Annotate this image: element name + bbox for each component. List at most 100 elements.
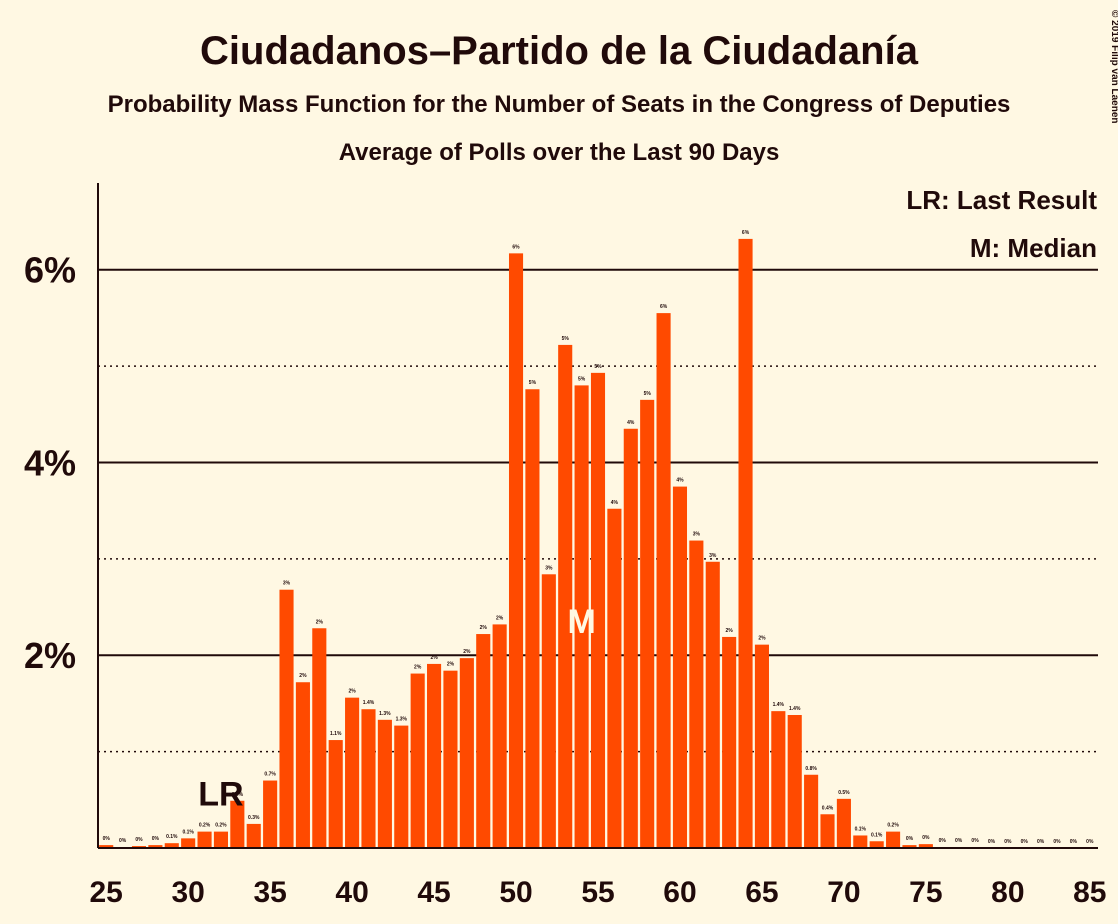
bar [918,844,933,848]
x-tick-label: 40 [335,876,368,909]
value-label: 0.1% [166,834,178,840]
bar [246,823,261,848]
bar [263,780,278,848]
value-label: 0% [955,838,963,844]
value-label: 0.2% [215,823,227,829]
value-label: 0.8% [805,766,817,772]
bar [279,589,294,848]
value-label: 1.4% [363,700,375,706]
bar [590,372,606,848]
value-label: 0.2% [199,823,211,829]
value-label: 2% [348,689,356,695]
bar [574,385,589,848]
value-label: 1.1% [330,731,342,737]
value-label: 4% [676,478,684,484]
value-label: 3% [545,565,553,571]
bar [443,670,458,848]
value-label: 0% [135,837,143,843]
x-tick-label: 80 [991,876,1024,909]
bar [607,508,622,848]
bar [656,313,671,848]
legend-entry: M: Median [970,233,1097,263]
bar [558,344,573,848]
value-label: 3% [693,532,701,538]
value-label: 5% [578,376,586,382]
value-label: 2% [299,673,307,679]
bar [99,845,114,848]
value-label: 0% [1070,839,1078,845]
bar [345,697,360,848]
bar [164,843,179,848]
value-label: 2% [496,615,504,621]
value-label: 0% [1086,839,1094,845]
x-tick-label: 35 [253,876,286,909]
bar [853,835,868,848]
bar [476,634,491,848]
median-marker: M [567,603,595,641]
bar [771,711,786,848]
value-label: 2% [447,662,455,668]
x-tick-label: 70 [827,876,860,909]
value-label: 0% [1053,839,1061,845]
bar [722,636,737,848]
value-label: 5% [594,364,602,370]
value-label: 0.3% [248,815,260,821]
last-result-marker: LR [198,776,243,814]
value-label: 2% [480,625,488,631]
value-label: 0.1% [871,832,883,838]
chart-title: Ciudadanos–Partido de la Ciudadanía [200,29,919,73]
bar [410,673,425,848]
bar [181,838,196,848]
value-label: 0% [922,835,930,841]
bar [902,845,917,848]
value-label: 1.3% [379,711,391,717]
bar [394,725,409,848]
bar [295,682,310,848]
x-tick-label: 45 [417,876,450,909]
value-label: 6% [742,230,750,236]
value-label: 0.2% [887,823,899,829]
bar [377,719,392,848]
value-label: 1.4% [789,706,801,712]
value-label: 2% [430,655,438,661]
x-tick-label: 25 [90,876,123,909]
bar [836,798,851,848]
x-tick-label: 30 [171,876,204,909]
x-tick-label: 50 [499,876,532,909]
bar [459,658,474,848]
value-label: 2% [414,665,422,671]
bar [197,831,212,848]
value-label: 4% [611,500,619,506]
value-label: 0% [906,836,914,842]
value-label: 0% [1021,839,1029,845]
bar [804,774,819,848]
value-label: 0.5% [838,790,850,796]
bar [312,628,327,848]
legend-entry: LR: Last Result [906,185,1097,215]
value-label: 0% [939,838,947,844]
x-tick-label: 55 [581,876,614,909]
bar [525,389,540,848]
value-label: 0.1% [855,826,867,832]
bar [213,831,228,848]
value-label: 3% [709,553,717,559]
bar [328,740,343,848]
value-label: 5% [644,391,652,397]
chart-subtitle: Probability Mass Function for the Number… [108,91,1011,118]
value-label: 0.7% [264,772,276,778]
y-tick-label: 4% [24,442,76,483]
copyright: © 2019 Filip van Laenen [1109,10,1118,124]
bar [541,574,556,848]
value-label: 0.5% [232,792,244,798]
value-label: 0% [1004,839,1012,845]
value-label: 2% [726,628,734,634]
value-label: 3% [283,581,291,587]
bar [869,841,884,848]
y-tick-label: 2% [24,635,76,676]
value-label: 0% [103,836,111,842]
bar [427,663,442,848]
value-label: 6% [660,304,668,310]
value-label: 0.4% [822,805,834,811]
bar [886,831,901,848]
